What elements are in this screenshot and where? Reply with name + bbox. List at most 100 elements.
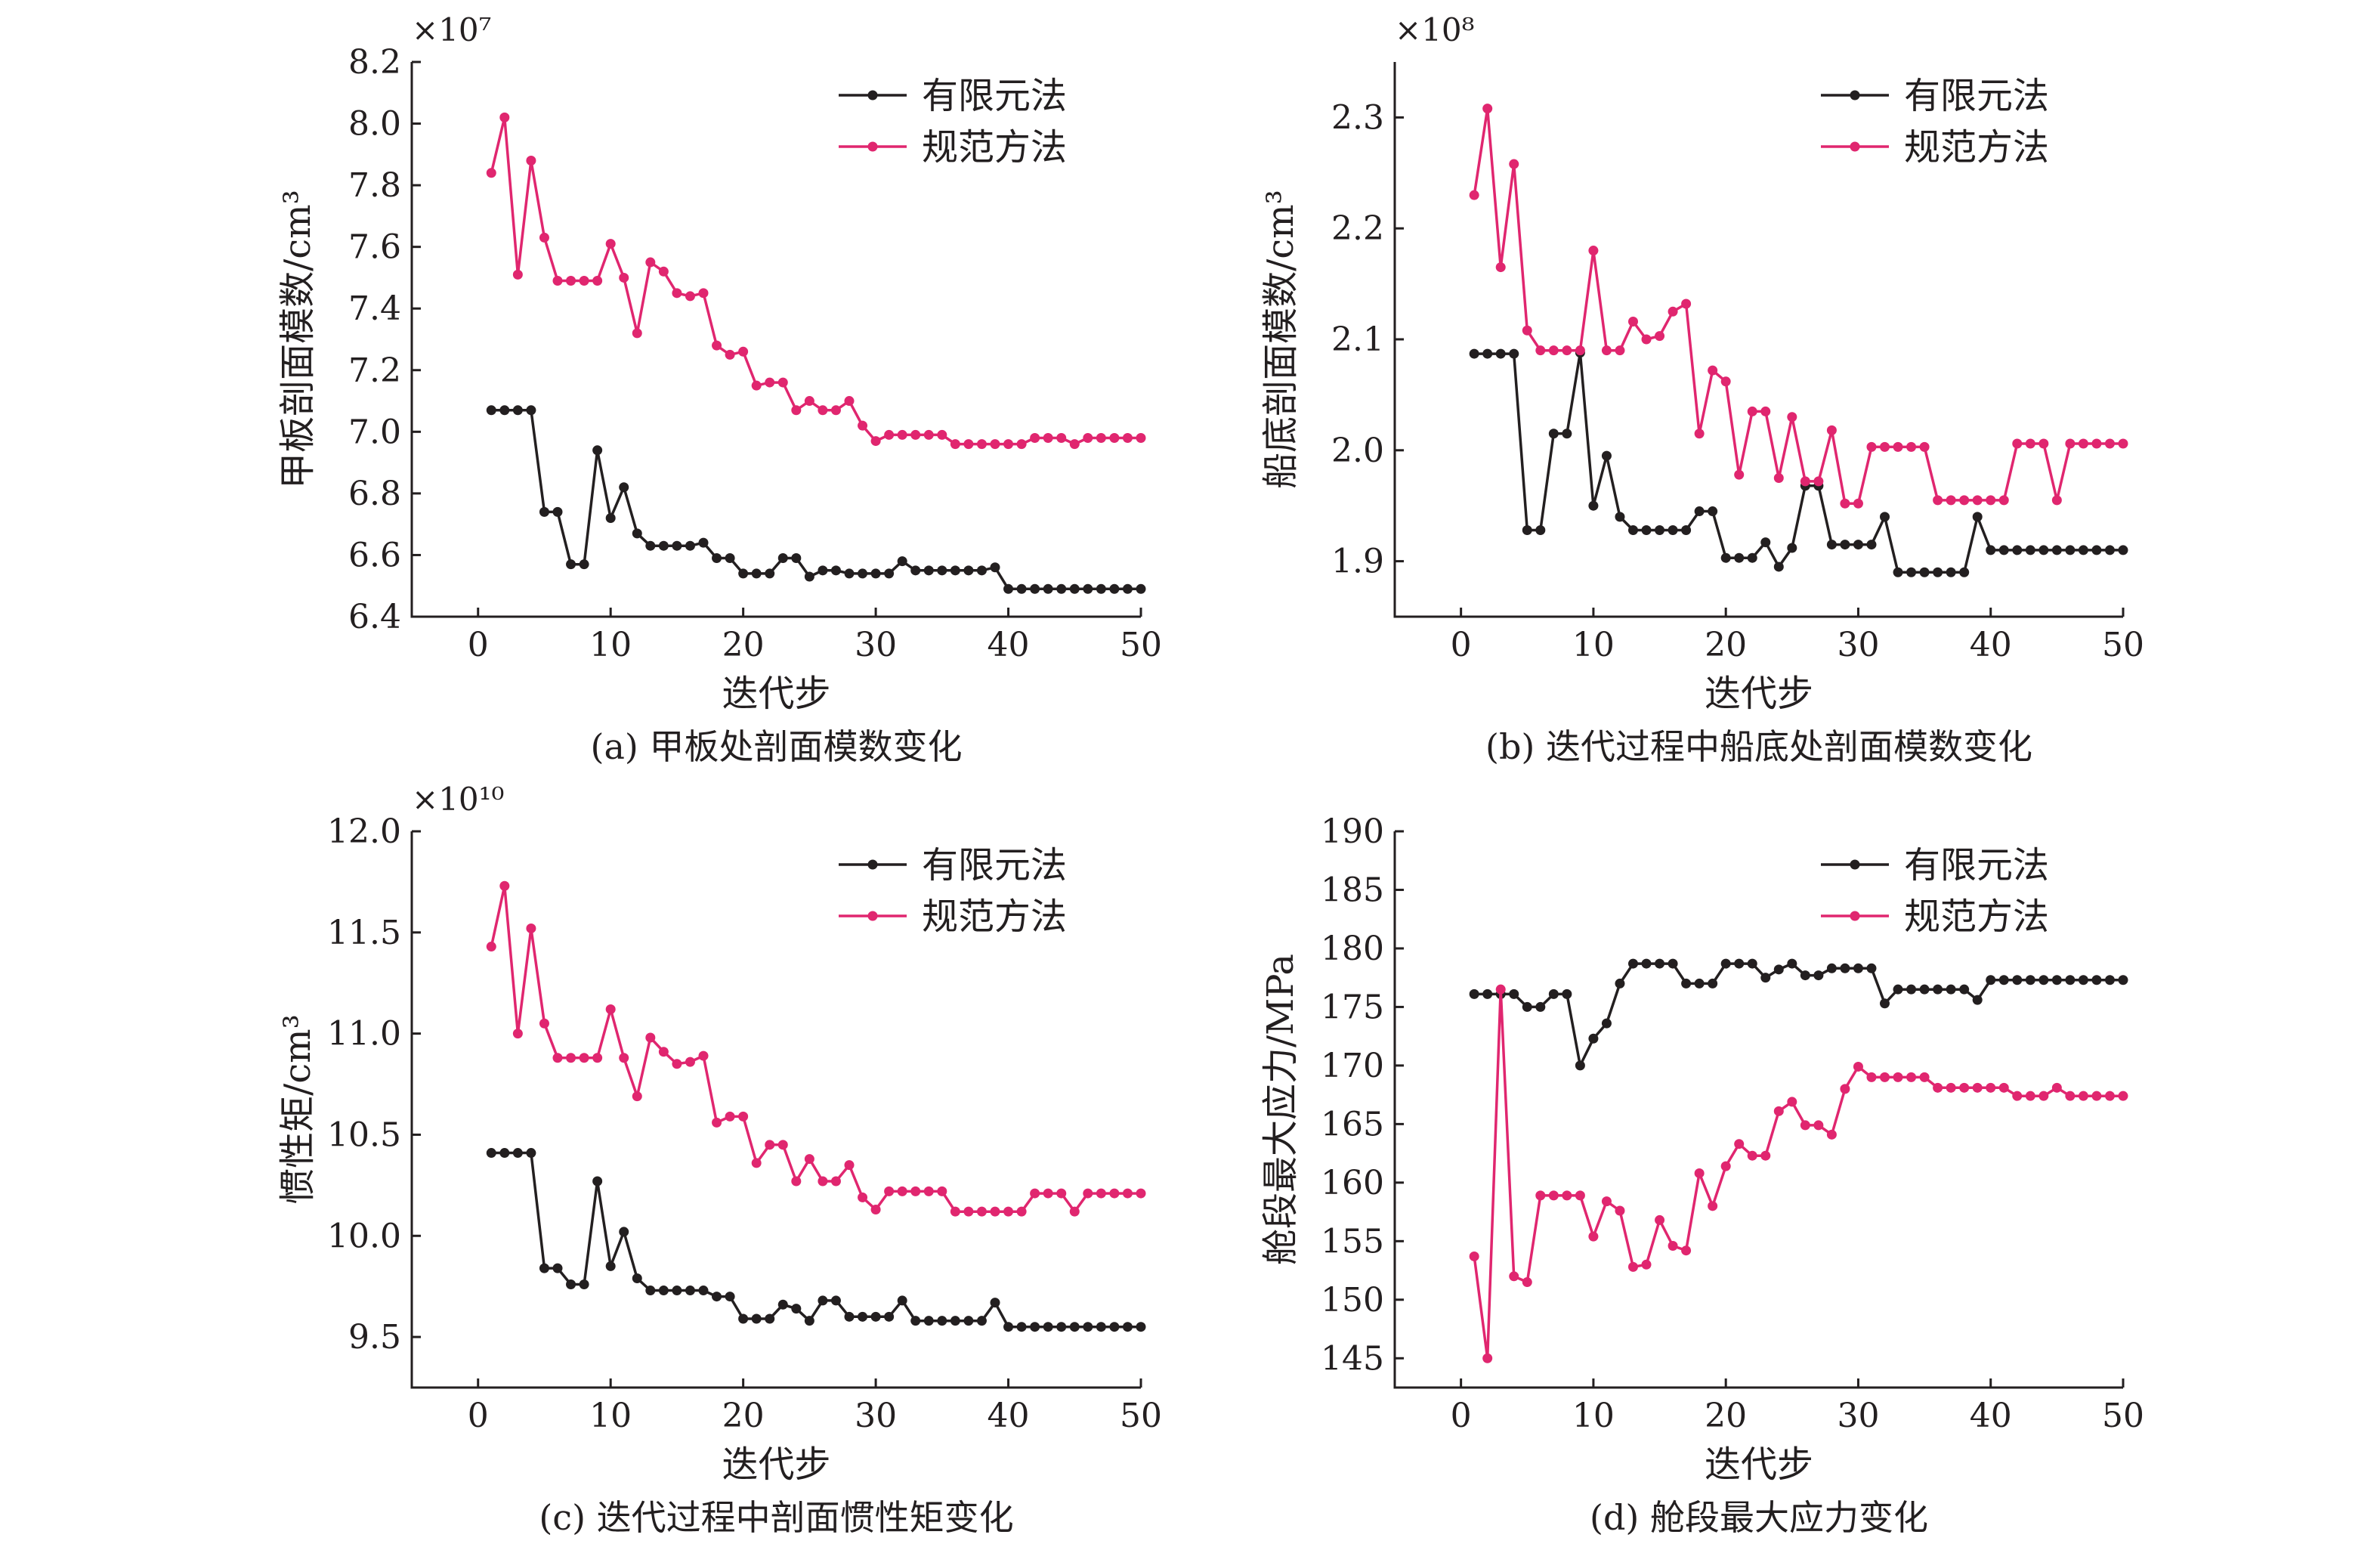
data-point xyxy=(1708,1201,1718,1211)
data-point xyxy=(1575,1060,1585,1071)
data-point xyxy=(1919,567,1930,577)
data-point xyxy=(1056,1188,1067,1199)
axis-multiplier: ×10⁸ xyxy=(1395,11,1474,48)
data-point xyxy=(751,568,762,579)
y-tick-label: 1.9 xyxy=(1331,543,1384,581)
data-point xyxy=(1998,975,2009,985)
data-point xyxy=(1588,500,1599,511)
data-point xyxy=(1535,345,1546,356)
series-line xyxy=(491,1151,1141,1329)
data-point xyxy=(1959,495,1970,506)
y-tick-label: 6.8 xyxy=(348,475,401,513)
data-point xyxy=(1615,1205,1625,1216)
data-point xyxy=(1655,524,1665,535)
data-point xyxy=(1069,1206,1080,1217)
data-point xyxy=(2051,1082,2062,1093)
data-point xyxy=(844,568,855,579)
legend-swatch-marker xyxy=(867,859,878,870)
data-point xyxy=(1893,567,1903,577)
data-point xyxy=(1986,975,1996,985)
data-point xyxy=(1787,1097,1797,1107)
data-point xyxy=(1853,1061,1863,1072)
data-point xyxy=(870,1204,881,1214)
data-point xyxy=(2038,1091,2049,1101)
data-point xyxy=(858,568,868,579)
data-point xyxy=(1972,995,1983,1005)
data-point xyxy=(1734,469,1745,480)
legend-swatch-marker xyxy=(867,90,878,101)
data-point xyxy=(1800,970,1810,981)
y-tick-label: 11.0 xyxy=(327,1015,401,1054)
series-line xyxy=(1474,352,2123,574)
data-point xyxy=(1880,1072,1890,1082)
data-point xyxy=(499,880,510,891)
x-tick-label: 50 xyxy=(2102,1397,2144,1435)
data-point xyxy=(1615,512,1625,522)
axis-frame xyxy=(1393,831,2123,1389)
data-point xyxy=(1668,1241,1678,1252)
data-point xyxy=(1136,432,1146,443)
data-point xyxy=(1056,432,1067,443)
data-point xyxy=(2104,545,2115,555)
data-point xyxy=(1522,1277,1532,1288)
data-point xyxy=(1880,998,1890,1009)
data-point xyxy=(1655,1214,1665,1225)
x-tick-label: 10 xyxy=(1572,1397,1615,1435)
data-point xyxy=(1003,1206,1014,1217)
data-point xyxy=(1043,432,1053,443)
y-tick-label: 11.5 xyxy=(327,914,401,952)
data-point xyxy=(1548,989,1559,999)
data-point xyxy=(1972,512,1983,522)
data-point xyxy=(1866,1072,1877,1082)
data-point xyxy=(1627,1261,1638,1272)
data-point xyxy=(976,565,987,576)
data-point xyxy=(791,1176,802,1187)
data-point xyxy=(1509,348,1519,359)
data-point xyxy=(858,1311,868,1322)
x-tick-label: 40 xyxy=(1970,1397,2012,1435)
data-point xyxy=(1708,365,1718,376)
y-tick-label: 6.4 xyxy=(348,598,401,636)
x-tick-label: 50 xyxy=(1120,626,1162,664)
data-point xyxy=(1083,1322,1093,1332)
data-point xyxy=(1760,406,1771,416)
legend-swatch-marker xyxy=(1850,911,1860,921)
data-point xyxy=(1681,299,1692,309)
data-point xyxy=(1668,306,1678,317)
data-point xyxy=(1773,964,1784,975)
x-tick-label: 40 xyxy=(1970,626,2012,664)
data-point xyxy=(1122,1188,1133,1199)
series-line xyxy=(1473,108,2123,506)
data-point xyxy=(1906,567,1917,577)
data-point xyxy=(552,506,563,517)
data-point xyxy=(870,568,881,579)
data-point xyxy=(950,1206,960,1217)
data-point xyxy=(2091,975,2102,985)
x-tick-label: 10 xyxy=(589,1397,632,1435)
x-tick-label: 0 xyxy=(468,626,489,664)
axis-multiplier: ×10¹⁰ xyxy=(412,781,504,818)
data-point xyxy=(1641,958,1652,969)
data-point xyxy=(1469,1251,1479,1261)
data-point xyxy=(976,1206,987,1217)
data-point xyxy=(499,1148,510,1159)
data-point xyxy=(1946,984,1956,995)
data-point xyxy=(1562,345,1572,356)
data-point xyxy=(937,1316,947,1326)
legend-label: 规范方法 xyxy=(922,896,1067,938)
data-point xyxy=(1601,1196,1612,1207)
data-point xyxy=(1959,567,1970,577)
data-point xyxy=(685,291,695,302)
y-tick-label: 7.0 xyxy=(348,413,401,451)
data-point xyxy=(2078,545,2088,555)
y-tick-label: 8.0 xyxy=(348,105,401,144)
data-point xyxy=(1694,978,1705,989)
data-point xyxy=(632,328,642,339)
data-point xyxy=(1655,331,1665,342)
data-point xyxy=(950,565,960,576)
data-point xyxy=(1122,432,1133,443)
data-point xyxy=(738,1111,749,1122)
data-point xyxy=(818,405,828,416)
data-point xyxy=(884,1186,895,1196)
data-point xyxy=(870,1311,881,1322)
